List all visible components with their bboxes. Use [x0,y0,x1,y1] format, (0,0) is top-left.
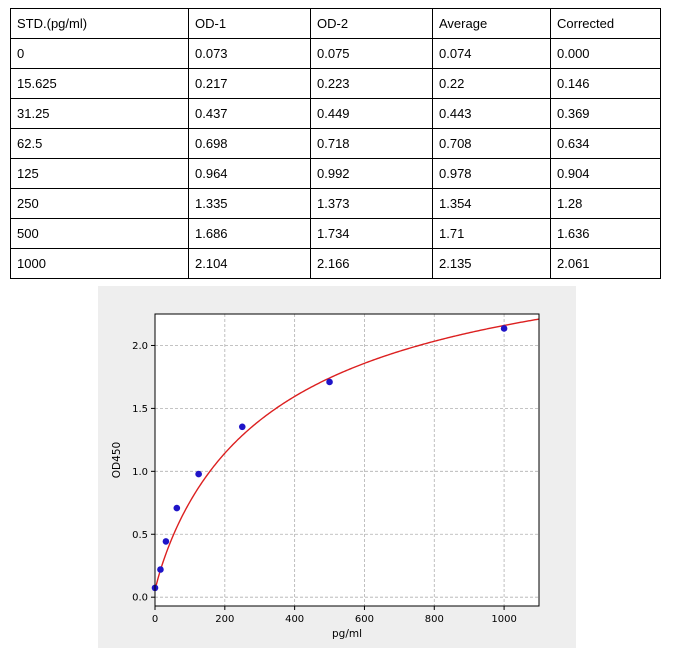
table-row: 250 1.335 1.373 1.354 1.28 [10,188,661,219]
data-point [238,423,246,431]
plot-area [155,314,539,606]
y-tick-label: 0.5 [132,530,148,541]
table-row: 0 0.073 0.075 0.074 0.000 [10,38,661,69]
y-tick-label: 1.5 [132,404,148,415]
table-row: 15.625 0.217 0.223 0.22 0.146 [10,68,661,99]
table-cell: 125 [10,158,189,189]
table-header-cell: STD.(pg/ml) [10,8,189,39]
table-cell: 0.22 [432,68,551,99]
table-cell: 0.978 [432,158,551,189]
table-cell: 0.074 [432,38,551,69]
x-tick-label: 600 [355,614,374,625]
table-cell: 0.708 [432,128,551,159]
table-cell: 1.335 [188,188,311,219]
table-cell: 0.992 [310,158,433,189]
plot-frame [154,313,540,607]
table-cell: 0.073 [188,38,311,69]
table-cell: 1.686 [188,218,311,249]
table-row: 500 1.686 1.734 1.71 1.636 [10,218,661,249]
table-cell: 1.734 [310,218,433,249]
table-cell: 2.135 [432,248,551,279]
x-tick-label: 200 [215,614,234,625]
table-cell: 0.075 [310,38,433,69]
table-cell: 500 [10,218,189,249]
table-cell: 0.449 [310,98,433,129]
standards-table: STD.(pg/ml) OD-1 OD-2 Average Corrected 0 0.07… [10,8,661,279]
table-cell: 1.71 [432,218,551,249]
table-cell: 1.354 [432,188,551,219]
data-point [173,504,181,512]
table-header-cell: Corrected [550,8,661,39]
table-cell: 15.625 [10,68,189,99]
y-tick-label: 1.0 [132,467,148,478]
table-row: 62.5 0.698 0.718 0.708 0.634 [10,128,661,159]
table-cell: 0.146 [550,68,661,99]
table-header-cell: OD-1 [188,8,311,39]
x-tick-label: 800 [425,614,444,625]
y-tick-label: 0.0 [132,593,148,604]
table-header-cell: OD-2 [310,8,433,39]
table-header-cell: Average [432,8,551,39]
x-tick-label: 1000 [491,614,516,625]
table-cell: 0.634 [550,128,661,159]
table-cell: 0 [10,38,189,69]
table-cell: 0.437 [188,98,311,129]
table-cell: 62.5 [10,128,189,159]
x-tick-label: 0 [152,614,158,625]
fit-curve [154,318,540,592]
table-row: 125 0.964 0.992 0.978 0.904 [10,158,661,189]
data-point [157,566,164,573]
data-point [500,325,508,332]
standard-curve-panel: 0 200 400 600 800 1000 0.0 0.5 1.0 1.5 2.0 pg/ml OD4… [98,286,576,648]
table-cell: 0.000 [550,38,661,69]
x-axis-label: pg/ml [332,628,362,640]
table-row: 1000 2.104 2.166 2.135 2.061 [10,248,661,279]
data-point [162,538,170,545]
table-cell: 2.104 [188,248,311,279]
table-cell: 1.373 [310,188,433,219]
data-point [326,378,333,386]
table-cell: 0.964 [188,158,311,189]
y-axis-label: OD450 [111,442,123,478]
table-cell: 1.636 [550,218,661,249]
table-cell: 0.904 [550,158,661,189]
table-cell: 0.718 [310,128,433,159]
table-cell: 1000 [10,248,189,279]
table-cell: 2.061 [550,248,661,279]
table-header-row: STD.(pg/ml) OD-1 OD-2 Average Corrected [10,8,661,39]
table-cell: 0.698 [188,128,311,159]
table-cell: 2.166 [310,248,433,279]
table-cell: 250 [10,188,189,219]
y-tick-label: 2.0 [132,341,148,352]
table-cell: 31.25 [10,98,189,129]
standard-curve-chart: 0 200 400 600 800 1000 0.0 0.5 1.0 1.5 2.0 pg/ml OD4… [111,313,540,640]
table-cell: 0.369 [550,98,661,129]
table-cell: 0.217 [188,68,311,99]
x-tick-label: 400 [285,614,304,625]
table-cell: 0.223 [310,68,433,99]
table-cell: 0.443 [432,98,551,129]
data-point [195,470,202,478]
table-cell: 1.28 [550,188,661,219]
table-row: 31.25 0.437 0.449 0.443 0.369 [10,98,661,129]
